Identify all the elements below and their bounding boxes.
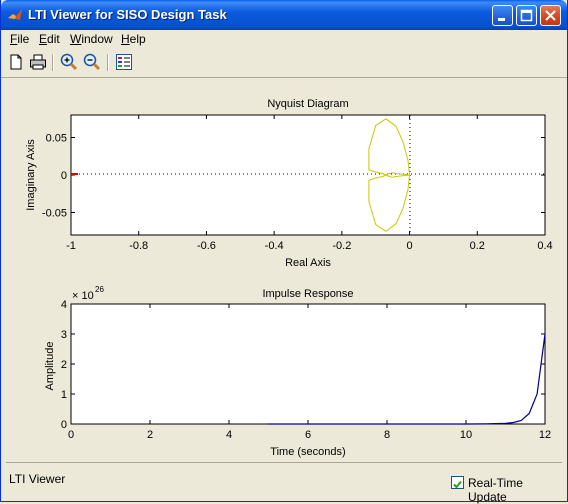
nyquist-xtick-label: -0.4 (265, 240, 284, 252)
nyquist-curve-negative (368, 172, 411, 232)
status-text: LTI Viewer (9, 472, 66, 486)
impulse-response-curve (268, 333, 546, 425)
menu-edit[interactable]: Edit (39, 32, 60, 46)
impulse-xtick-label: 4 (226, 429, 232, 441)
nyquist-axes[interactable] (70, 114, 546, 236)
legend-icon[interactable] (114, 52, 134, 72)
checkmark-icon (453, 480, 462, 489)
close-icon (545, 10, 556, 21)
nyquist-xtick-label: -1 (66, 240, 76, 252)
impulse-exponent-power: 26 (95, 285, 104, 294)
close-button[interactable] (540, 5, 561, 26)
impulse-axes[interactable] (70, 303, 546, 425)
menu-help[interactable]: Help (121, 32, 146, 46)
print-icon[interactable] (28, 52, 48, 72)
toolbar (1, 49, 567, 78)
nyquist-xtick-label: -0.6 (197, 240, 216, 252)
impulse-ytick-label: 1 (61, 389, 67, 401)
impulse-xtick-label: 10 (460, 429, 472, 441)
impulse-title: Impulse Response (262, 288, 353, 300)
menu-bar: File Edit Window Help (1, 30, 567, 49)
new-document-icon[interactable] (6, 52, 26, 72)
impulse-xtick-label: 6 (305, 429, 311, 441)
nyquist-xtick-label: 0.4 (537, 240, 552, 252)
impulse-ytick-label: 2 (61, 359, 67, 371)
nyquist-xtick-label: -0.8 (129, 240, 148, 252)
nyquist-plot[interactable]: Nyquist Diagram Real Axis Imaginary Axis… (25, 98, 553, 269)
window-title: LTI Viewer for SISO Design Task (28, 7, 227, 22)
impulse-plot[interactable]: Impulse Response Time (seconds) Amplitud… (44, 285, 551, 458)
status-bar: LTI Viewer Real-Time Update (6, 462, 562, 504)
impulse-ytick-label: 0 (61, 419, 67, 431)
realtime-update-checkbox[interactable] (451, 476, 464, 489)
nyquist-ylabel: Imaginary Axis (25, 139, 37, 211)
nyquist-xlabel: Real Axis (285, 257, 331, 269)
impulse-exponent-base: × 10 (72, 290, 94, 302)
nyquist-xtick-label: 0.2 (470, 240, 485, 252)
toolbar-separator (52, 54, 54, 71)
zoom-out-icon[interactable] (82, 52, 102, 72)
toolbar-separator (107, 54, 109, 71)
impulse-xtick-label: 2 (147, 429, 153, 441)
menu-window[interactable]: Window (70, 32, 113, 46)
impulse-xtick-label: 12 (539, 429, 551, 441)
impulse-ylabel: Amplitude (44, 342, 56, 391)
maximize-icon (520, 9, 533, 22)
nyquist-title: Nyquist Diagram (267, 98, 348, 110)
nyquist-xtick-label: -0.2 (332, 240, 351, 252)
nyquist-ytick-label: 0.05 (46, 133, 67, 145)
maximize-button[interactable] (516, 5, 537, 26)
realtime-update-label: Real-Time Update (468, 476, 523, 504)
impulse-xlabel: Time (seconds) (270, 446, 345, 458)
nyquist-curve-positive (368, 118, 411, 178)
nyquist-ytick-label: -0.05 (42, 208, 67, 220)
nyquist-xtick-label: 0 (407, 240, 413, 252)
impulse-xtick-label: 8 (384, 429, 390, 441)
minimize-icon (498, 18, 505, 21)
plot-figure: Nyquist Diagram Real Axis Imaginary Axis… (6, 79, 562, 462)
zoom-in-icon[interactable] (59, 52, 79, 72)
impulse-xtick-label: 0 (68, 429, 74, 441)
nyquist-ytick-label: 0 (61, 170, 67, 182)
impulse-ytick-label: 4 (61, 299, 67, 311)
impulse-ytick-label: 3 (61, 329, 67, 341)
minimize-button[interactable] (492, 5, 513, 26)
matlab-icon (8, 9, 22, 20)
title-bar[interactable]: LTI Viewer for SISO Design Task (1, 0, 567, 30)
menu-file[interactable]: File (10, 32, 30, 46)
